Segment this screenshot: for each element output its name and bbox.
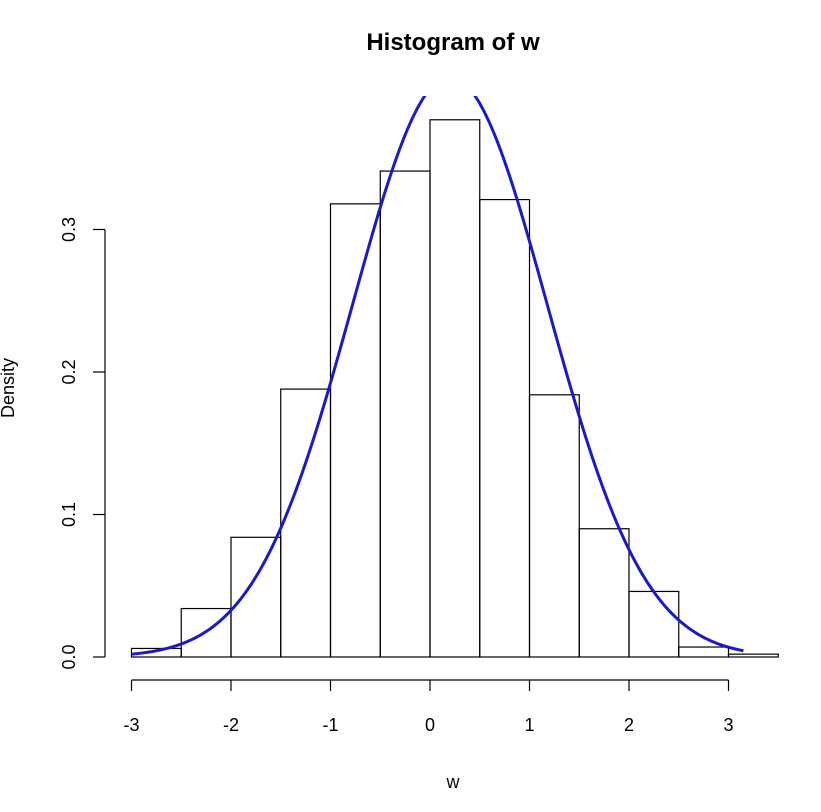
x-axis-label: w: [446, 772, 461, 792]
x-tick-label: 3: [723, 715, 733, 735]
histogram-bars: [130, 119, 779, 658]
density-curve-group: [131, 96, 744, 656]
density-curve: [131, 96, 744, 656]
x-tick-label: 0: [425, 715, 435, 735]
histogram-bar-4: [329, 203, 381, 658]
histogram-bar-12: [727, 653, 779, 658]
histogram-bar-7: [479, 198, 531, 658]
histogram-bar-2: [230, 536, 282, 658]
y-axis-label: Density: [0, 358, 18, 418]
histogram-bar-10: [628, 590, 680, 658]
x-tick-label: -3: [123, 715, 139, 735]
x-tick-label: 1: [524, 715, 534, 735]
histogram-bar-6: [429, 119, 481, 658]
y-tick-label: 0.0: [59, 644, 79, 669]
x-tick-label: -2: [223, 715, 239, 735]
y-tick-label: 0.1: [59, 502, 79, 527]
histogram-bar-8: [528, 394, 580, 658]
chart-title: Histogram of w: [366, 29, 540, 56]
histogram-bar-3: [280, 388, 332, 658]
histogram-bar-11: [678, 646, 730, 658]
y-axis: 0.0 0.1 0.2 0.3: [59, 217, 106, 670]
histogram-bar-9: [578, 528, 630, 658]
x-axis: -3 -2 -1 0 1 2 3: [123, 679, 734, 735]
x-tick-label: 2: [624, 715, 634, 735]
histogram-bar-5: [379, 170, 431, 658]
y-tick-label: 0.2: [59, 359, 79, 384]
x-tick-label: -1: [322, 715, 338, 735]
y-tick-label: 0.3: [59, 217, 79, 242]
